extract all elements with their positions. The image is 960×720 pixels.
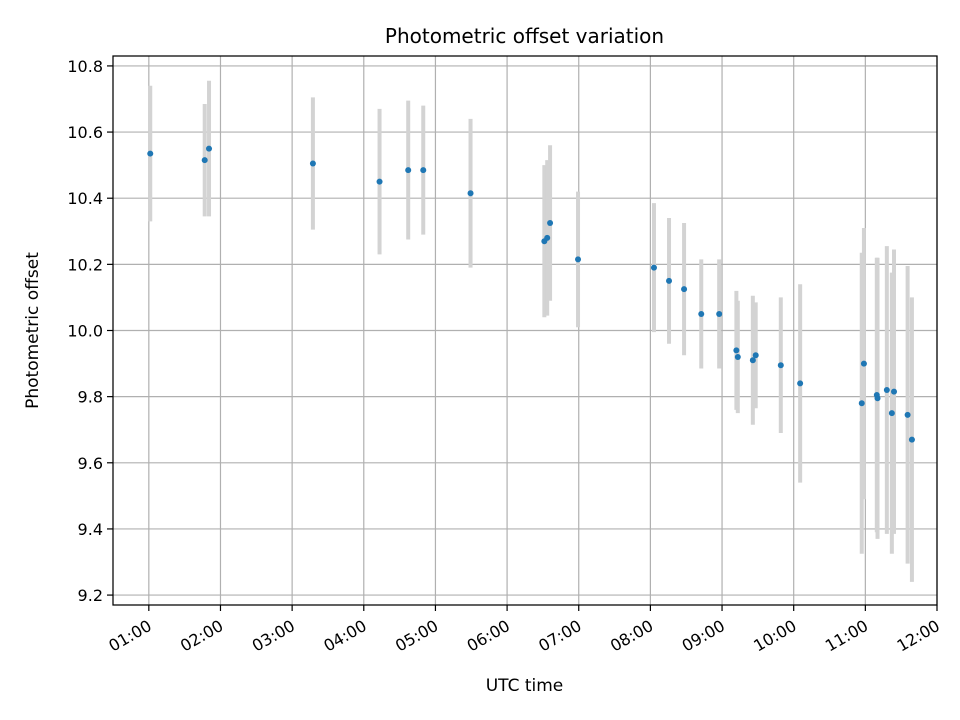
- data-point: [734, 353, 741, 360]
- data-point: [716, 310, 723, 317]
- y-tick-label: 10.4: [67, 189, 103, 208]
- data-point: [309, 160, 316, 167]
- data-point: [908, 436, 915, 443]
- data-point: [681, 286, 688, 293]
- x-axis-label: UTC time: [486, 676, 564, 696]
- y-axis-label: Photometric offset: [23, 252, 43, 409]
- data-point: [858, 400, 865, 407]
- data-point: [650, 264, 657, 271]
- data-point: [544, 234, 551, 241]
- data-point: [883, 387, 890, 394]
- data-point: [147, 150, 154, 157]
- chart-title: Photometric offset variation: [385, 24, 664, 48]
- data-point: [797, 380, 804, 387]
- data-point: [752, 352, 759, 359]
- y-tick-label: 9.6: [78, 454, 103, 473]
- y-axis-ticks: 9.2 9.4 9.6 9.8 10.0 10.2 10.4 10.6 10.8: [67, 57, 113, 605]
- data-point: [733, 347, 740, 354]
- data-point: [698, 310, 705, 317]
- data-point: [420, 167, 427, 174]
- data-point: [777, 362, 784, 369]
- data-point: [405, 167, 412, 174]
- data-point: [575, 256, 582, 263]
- y-tick-label: 10.0: [67, 322, 103, 341]
- data-points: [147, 145, 915, 443]
- data-point: [874, 395, 881, 402]
- data-point: [904, 411, 911, 418]
- data-point: [201, 157, 208, 164]
- y-tick-label: 9.4: [78, 520, 103, 539]
- data-point: [888, 410, 895, 417]
- y-tick-label: 10.2: [67, 255, 103, 274]
- data-point: [860, 360, 867, 367]
- data-point: [666, 277, 673, 284]
- y-tick-label: 10.8: [67, 57, 103, 76]
- y-tick-label: 9.8: [78, 388, 103, 407]
- y-tick-label: 9.2: [78, 586, 103, 605]
- y-tick-label: 10.6: [67, 123, 103, 142]
- data-point: [547, 220, 554, 227]
- data-point: [891, 388, 898, 395]
- data-point: [206, 145, 213, 152]
- data-point: [749, 357, 756, 364]
- data-point: [467, 190, 474, 197]
- data-point: [376, 178, 383, 185]
